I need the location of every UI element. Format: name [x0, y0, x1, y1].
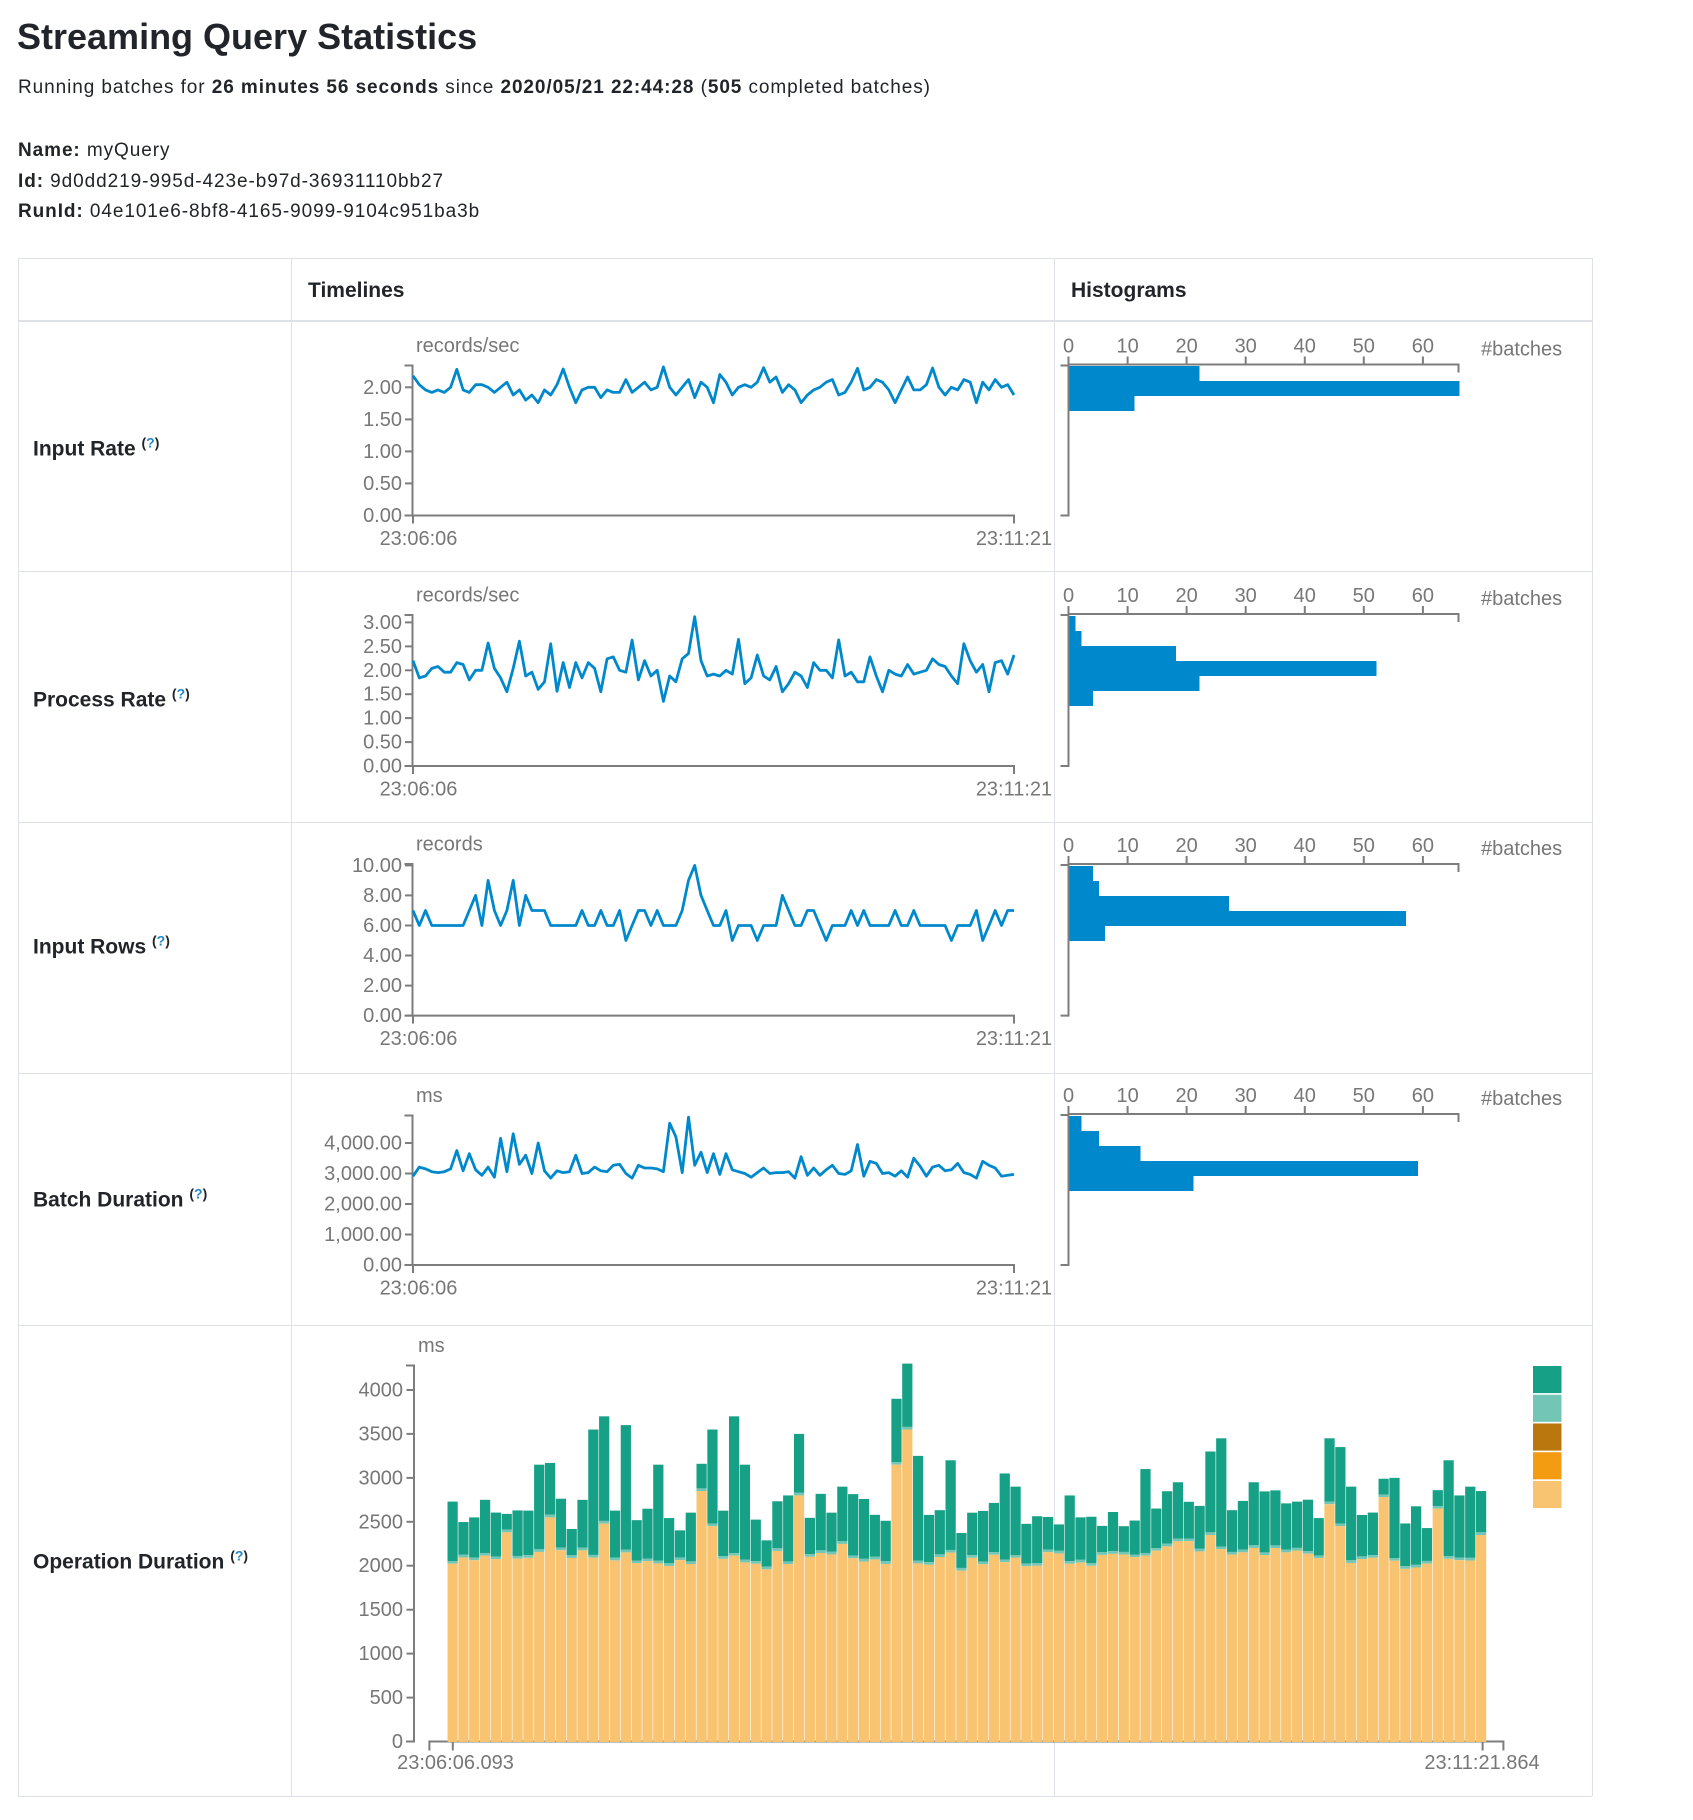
svg-text:3000: 3000	[359, 1467, 404, 1489]
svg-text:2000: 2000	[359, 1555, 404, 1577]
svg-text:0.00: 0.00	[363, 505, 402, 527]
svg-text:50: 50	[1353, 585, 1375, 607]
svg-text:3500: 3500	[359, 1423, 404, 1445]
svg-text:6.00: 6.00	[363, 915, 402, 937]
svg-text:0.50: 0.50	[363, 473, 402, 495]
svg-text:20: 20	[1175, 835, 1197, 857]
svg-text:#batches: #batches	[1481, 1088, 1562, 1110]
svg-text:#batches: #batches	[1481, 339, 1562, 361]
svg-text:20: 20	[1175, 1085, 1197, 1107]
svg-text:0.50: 0.50	[363, 732, 402, 754]
svg-text:0.00: 0.00	[363, 756, 402, 778]
svg-text:23:11:21: 23:11:21	[976, 779, 1052, 801]
svg-text:1.00: 1.00	[363, 708, 402, 730]
svg-text:0: 0	[1063, 1085, 1074, 1107]
svg-text:50: 50	[1353, 336, 1375, 358]
svg-text:23:06:06: 23:06:06	[380, 1028, 458, 1050]
svg-text:2,000.00: 2,000.00	[324, 1194, 402, 1216]
svg-text:30: 30	[1235, 585, 1257, 607]
svg-text:8.00: 8.00	[363, 885, 402, 907]
svg-text:3.00: 3.00	[363, 612, 402, 634]
svg-text:20: 20	[1175, 585, 1197, 607]
svg-text:10: 10	[1116, 336, 1138, 358]
svg-text:4000: 4000	[359, 1380, 404, 1402]
svg-text:1.00: 1.00	[363, 441, 402, 463]
svg-text:40: 40	[1294, 336, 1316, 358]
svg-text:60: 60	[1412, 585, 1434, 607]
svg-text:30: 30	[1235, 336, 1257, 358]
svg-text:0.00: 0.00	[363, 1005, 402, 1027]
svg-text:records/sec: records/sec	[416, 585, 519, 607]
svg-text:60: 60	[1412, 835, 1434, 857]
svg-text:50: 50	[1353, 835, 1375, 857]
svg-text:0: 0	[1063, 336, 1074, 358]
svg-text:1.50: 1.50	[363, 684, 402, 706]
svg-text:23:11:21: 23:11:21	[976, 528, 1052, 550]
svg-text:4.00: 4.00	[363, 945, 402, 967]
svg-text:0: 0	[1063, 835, 1074, 857]
svg-text:23:11:21: 23:11:21	[976, 1028, 1052, 1050]
svg-text:0: 0	[1063, 585, 1074, 607]
svg-text:10: 10	[1116, 585, 1138, 607]
svg-text:40: 40	[1294, 1085, 1316, 1107]
svg-text:#batches: #batches	[1481, 838, 1562, 860]
svg-text:10.00: 10.00	[352, 855, 402, 877]
svg-text:records: records	[416, 834, 483, 856]
svg-text:30: 30	[1235, 835, 1257, 857]
svg-text:60: 60	[1412, 336, 1434, 358]
svg-text:1,000.00: 1,000.00	[324, 1224, 402, 1246]
svg-text:#batches: #batches	[1481, 588, 1562, 610]
svg-text:2.00: 2.00	[363, 377, 402, 399]
svg-text:23:06:06: 23:06:06	[380, 779, 458, 801]
svg-text:23:06:06: 23:06:06	[380, 528, 458, 550]
svg-text:0: 0	[392, 1731, 403, 1753]
svg-text:4,000.00: 4,000.00	[324, 1133, 402, 1155]
svg-text:60: 60	[1412, 1085, 1434, 1107]
svg-text:23:06:06.093: 23:06:06.093	[397, 1752, 514, 1774]
svg-text:ms: ms	[418, 1335, 445, 1357]
svg-text:1500: 1500	[359, 1599, 404, 1621]
svg-text:2.00: 2.00	[363, 660, 402, 682]
svg-text:23:06:06: 23:06:06	[380, 1278, 458, 1300]
svg-text:500: 500	[370, 1687, 403, 1709]
svg-text:23:11:21.864: 23:11:21.864	[1424, 1752, 1539, 1774]
svg-text:30: 30	[1235, 1085, 1257, 1107]
svg-text:3,000.00: 3,000.00	[324, 1163, 402, 1185]
svg-text:2.00: 2.00	[363, 975, 402, 997]
svg-text:1.50: 1.50	[363, 409, 402, 431]
svg-text:0.00: 0.00	[363, 1255, 402, 1277]
svg-text:23:11:21: 23:11:21	[976, 1278, 1052, 1300]
svg-text:40: 40	[1294, 835, 1316, 857]
svg-text:2500: 2500	[359, 1511, 404, 1533]
svg-text:10: 10	[1116, 835, 1138, 857]
svg-text:2.50: 2.50	[363, 636, 402, 658]
svg-text:20: 20	[1175, 336, 1197, 358]
svg-text:40: 40	[1294, 585, 1316, 607]
svg-text:50: 50	[1353, 1085, 1375, 1107]
svg-text:1000: 1000	[359, 1643, 404, 1665]
svg-text:records/sec: records/sec	[416, 335, 519, 357]
svg-text:ms: ms	[416, 1085, 443, 1107]
svg-text:10: 10	[1116, 1085, 1138, 1107]
